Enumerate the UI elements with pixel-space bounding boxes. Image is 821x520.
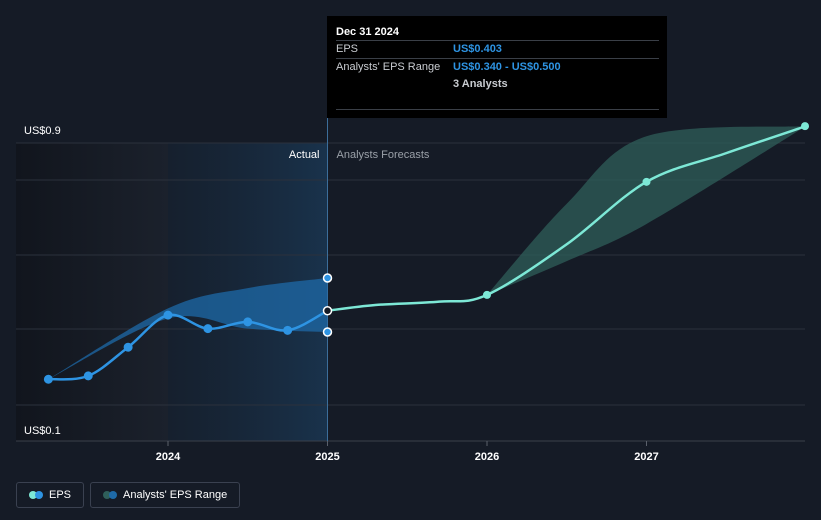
legend-range-label: Analysts' EPS Range bbox=[123, 489, 228, 501]
legend-eps-label: EPS bbox=[49, 489, 72, 501]
range-high-point bbox=[322, 273, 333, 283]
actual-label: Actual bbox=[289, 149, 320, 161]
eps-point-7 bbox=[322, 305, 333, 316]
x-tick-2025: 2025 bbox=[315, 451, 339, 463]
tooltip-analysts-row: 3 Analysts bbox=[336, 76, 659, 93]
x-tick-2027: 2027 bbox=[634, 451, 658, 463]
range-band-actual bbox=[48, 278, 328, 380]
eps-point-3 bbox=[163, 310, 173, 320]
tooltip-date: Dec 31 2024 bbox=[336, 26, 399, 38]
tooltip-range-row: Analysts' EPS Range US$0.340 - US$0.500 bbox=[336, 58, 659, 76]
eps-point-0 bbox=[43, 374, 53, 384]
x-tick-2024: 2024 bbox=[156, 451, 181, 463]
y-tick-top: US$0.9 bbox=[24, 125, 61, 137]
range-low-point bbox=[322, 327, 333, 337]
tooltip-eps-row: EPS US$0.403 bbox=[336, 40, 659, 58]
tooltip-eps-label: EPS bbox=[336, 43, 359, 55]
x-tick-2026: 2026 bbox=[475, 451, 499, 463]
eps-point-4 bbox=[203, 324, 213, 334]
tooltip-range-label: Analysts' EPS Range bbox=[336, 61, 441, 73]
forecast-point-3 bbox=[483, 290, 491, 299]
eps-point-6 bbox=[283, 325, 293, 335]
eps-point-5 bbox=[243, 317, 253, 327]
range-band-forecast bbox=[487, 126, 806, 295]
chart-legend: EPS Analysts' EPS Range bbox=[16, 482, 241, 508]
eps-point-2 bbox=[123, 342, 133, 352]
tooltip-divider bbox=[336, 109, 659, 110]
legend-range[interactable]: Analysts' EPS Range bbox=[90, 482, 241, 508]
tooltip-analysts: 3 Analysts bbox=[453, 78, 508, 90]
forecast-label: Analysts Forecasts bbox=[337, 149, 430, 161]
tooltip-eps-value: US$0.403 bbox=[453, 43, 502, 55]
forecast-point-5 bbox=[642, 177, 651, 186]
tooltip-range-value: US$0.340 - US$0.500 bbox=[453, 61, 561, 73]
series-line-1 bbox=[327, 124, 807, 312]
chart-tooltip: Dec 31 2024 EPS US$0.403 Analysts' EPS R… bbox=[327, 16, 667, 118]
range-swatch-icon bbox=[103, 491, 118, 499]
eps-point-1 bbox=[83, 371, 93, 381]
forecast-point-7 bbox=[801, 122, 809, 131]
past-region bbox=[16, 143, 168, 441]
legend-eps[interactable]: EPS bbox=[16, 482, 85, 508]
eps-swatch-icon bbox=[29, 491, 43, 499]
y-tick-bottom: US$0.1 bbox=[24, 425, 61, 437]
